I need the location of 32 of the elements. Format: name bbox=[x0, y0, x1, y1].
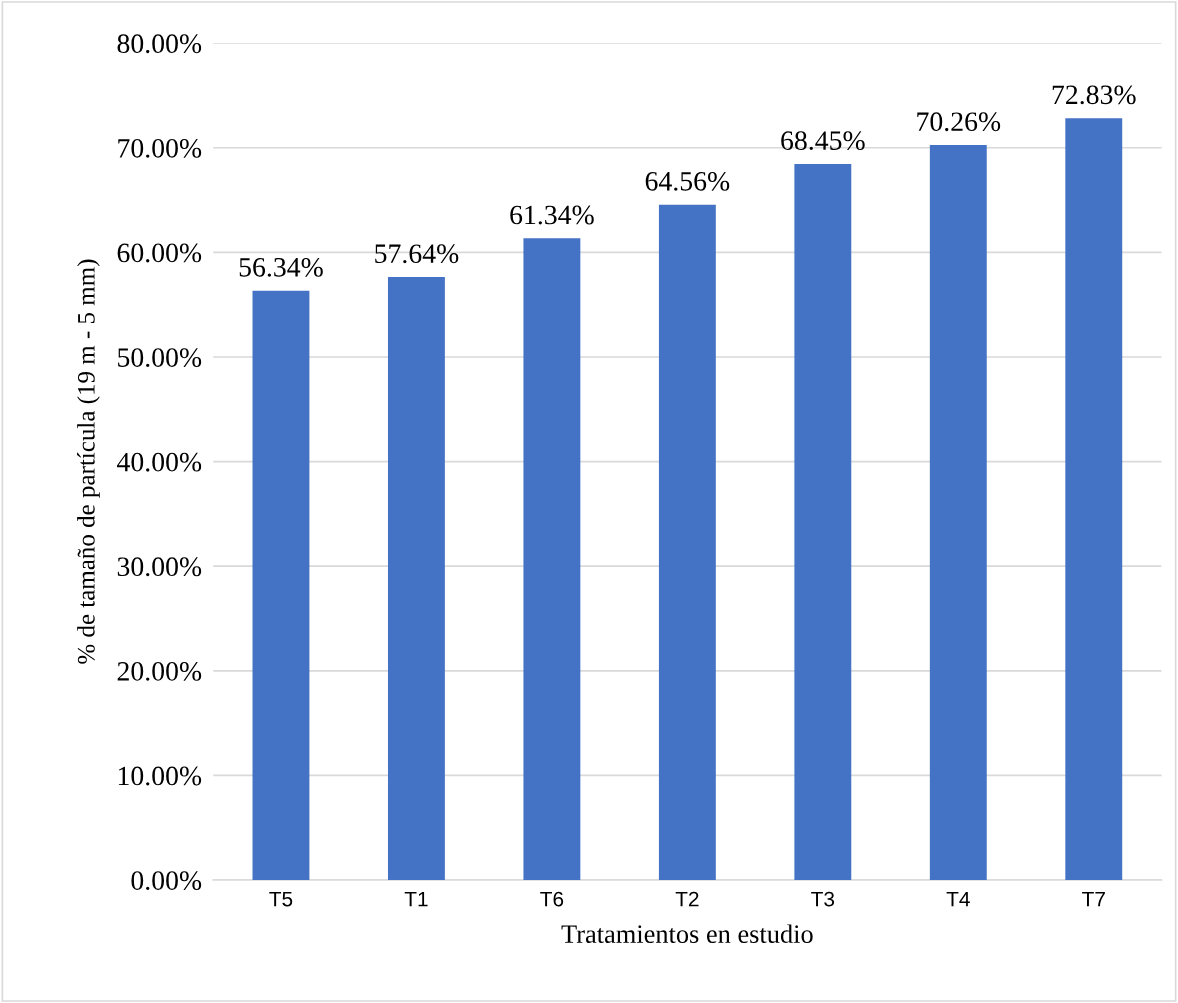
x-tick-label: T4 bbox=[946, 891, 970, 907]
data-label: 61.34% bbox=[510, 205, 594, 225]
x-tick-label: T2 bbox=[675, 891, 699, 907]
bar bbox=[523, 238, 581, 881]
bar bbox=[387, 277, 445, 881]
y-tick-label: 70.00% bbox=[118, 138, 202, 158]
y-tick-label: 60.00% bbox=[117, 243, 202, 263]
data-label: 72.83% bbox=[1052, 85, 1136, 105]
y-tick-label: 40.00% bbox=[117, 452, 202, 472]
y-tick-label: 0.00% bbox=[131, 871, 202, 891]
bar bbox=[929, 145, 987, 881]
y-axis-title: % de tamaño de partícula (19 m - 5 mm) bbox=[77, 259, 100, 664]
y-tick-label: 50.00% bbox=[118, 348, 202, 367]
x-tick-label: T5 bbox=[269, 891, 293, 907]
x-tick-label: T7 bbox=[1082, 891, 1105, 907]
y-tick-label: 20.00% bbox=[117, 661, 202, 681]
x-tick-label: T1 bbox=[404, 891, 428, 907]
y-tick-label: 80.00% bbox=[117, 34, 202, 54]
y-tick-label: 30.00% bbox=[117, 557, 202, 577]
bar bbox=[658, 204, 716, 881]
y-tick-label: 10.00% bbox=[118, 766, 202, 786]
data-label: 57.64% bbox=[375, 244, 459, 264]
data-label: 68.45% bbox=[781, 131, 865, 151]
data-label: 56.34% bbox=[239, 257, 323, 277]
bar bbox=[1065, 118, 1123, 881]
x-tick-label: T6 bbox=[540, 891, 564, 907]
bar bbox=[794, 163, 852, 881]
x-tick-label: T3 bbox=[811, 891, 835, 907]
x-axis-title: Tratamientos en estudio bbox=[561, 924, 813, 944]
data-label: 70.26% bbox=[917, 112, 1001, 132]
data-label: 64.56% bbox=[645, 171, 730, 191]
bar bbox=[252, 290, 310, 881]
